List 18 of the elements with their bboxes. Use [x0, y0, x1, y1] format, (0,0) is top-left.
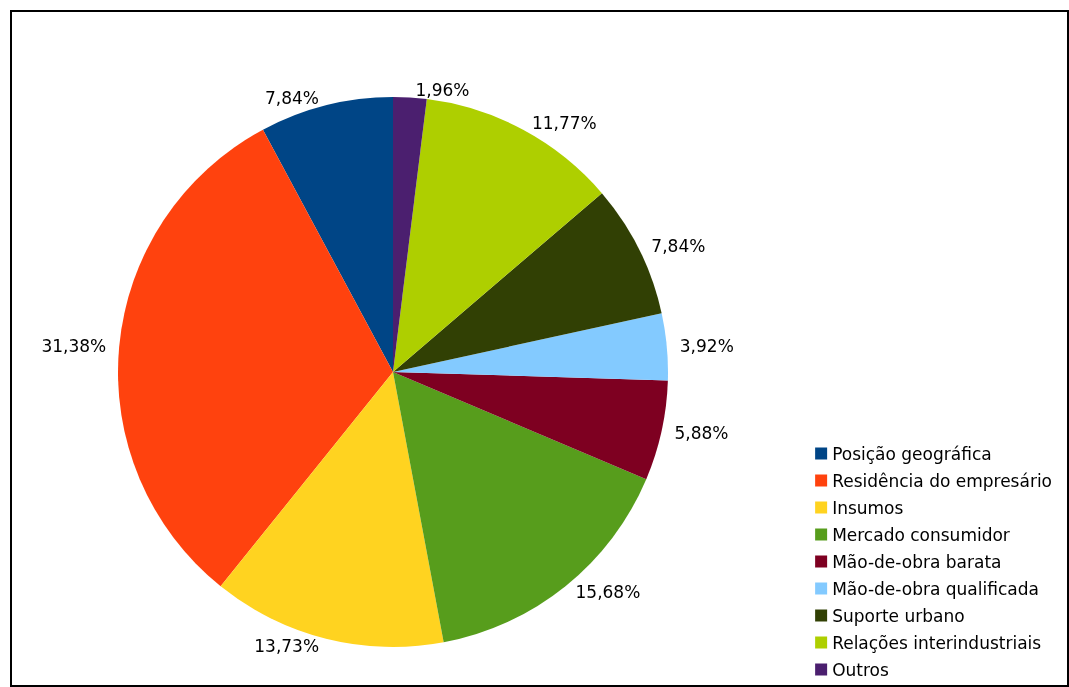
legend-label: Mão-de-obra qualificada — [832, 578, 1039, 599]
legend-label: Posição geográfica — [832, 443, 992, 464]
data-label: 3,92% — [679, 335, 734, 356]
legend-label: Mercado consumidor — [832, 524, 1010, 545]
data-label: 7,84% — [264, 87, 319, 108]
data-label: 1,96% — [415, 79, 470, 100]
data-label: 7,84% — [651, 235, 706, 256]
data-label: 13,73% — [254, 636, 320, 657]
legend-label: Relações interindustriais — [832, 632, 1042, 653]
legend-label: Residência do empresário — [832, 470, 1052, 491]
data-label: 5,88% — [674, 422, 729, 443]
legend-label: Suporte urbano — [832, 605, 965, 626]
legend-label: Outros — [832, 659, 889, 680]
data-label: 15,68% — [575, 582, 641, 603]
legend-label: Mão-de-obra barata — [832, 551, 1002, 572]
legend-label: Insumos — [832, 497, 904, 518]
data-label: 11,77% — [531, 112, 597, 133]
data-label: 31,38% — [41, 335, 107, 356]
